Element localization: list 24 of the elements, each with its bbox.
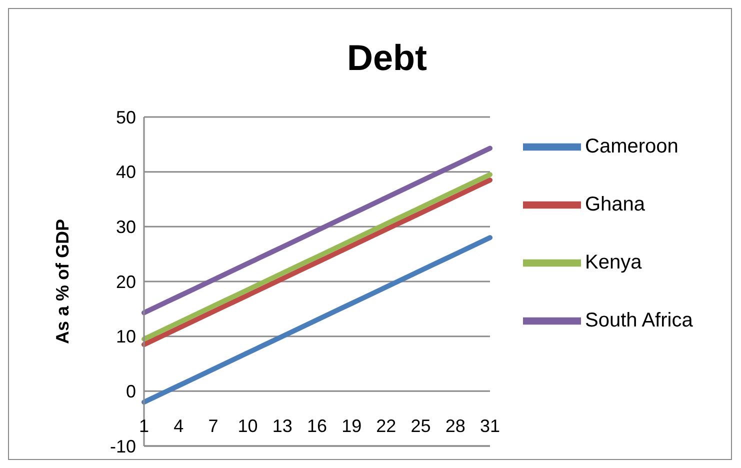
chart-title: Debt [346, 37, 428, 79]
x-tick-label: 4 [174, 416, 184, 436]
legend-label: Kenya [585, 251, 642, 274]
legend-label: Cameroon [585, 135, 678, 158]
x-tick-label: 10 [238, 416, 258, 436]
y-tick-label: 40 [116, 162, 136, 182]
y-tick-label: -10 [110, 436, 136, 456]
y-tick-label: 30 [116, 217, 136, 238]
x-tick-label: 31 [480, 416, 500, 436]
y-tick-label: 0 [126, 382, 136, 402]
legend-label: Ghana [585, 193, 646, 216]
x-tick-label: 25 [410, 416, 431, 436]
y-tick-label: 50 [116, 107, 136, 128]
legend-label: South Africa [585, 309, 693, 332]
y-tick-label: 20 [116, 272, 136, 292]
x-tick-label: 7 [208, 416, 218, 436]
x-tick-label: 16 [306, 416, 328, 436]
x-tick-label: 19 [342, 416, 362, 436]
y-axis-title: As a % of GDP [52, 218, 72, 344]
x-tick-label: 28 [445, 416, 466, 436]
y-tick-label: 10 [116, 326, 136, 347]
x-tick-label: 1 [138, 416, 150, 436]
x-tick-label: 13 [272, 416, 292, 436]
x-tick-label: 22 [376, 416, 396, 436]
